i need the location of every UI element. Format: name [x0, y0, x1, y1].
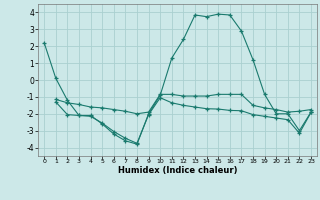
- X-axis label: Humidex (Indice chaleur): Humidex (Indice chaleur): [118, 166, 237, 175]
